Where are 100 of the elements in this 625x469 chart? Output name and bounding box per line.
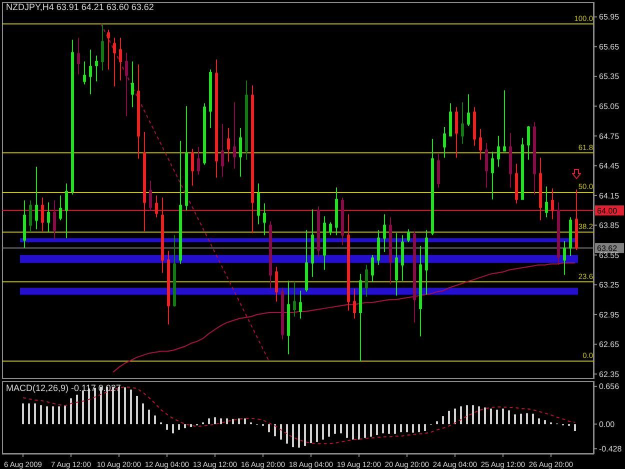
candlestick xyxy=(413,230,416,323)
candlestick xyxy=(83,61,86,85)
candlestick xyxy=(65,183,68,239)
candlestick xyxy=(101,23,104,71)
candlestick xyxy=(191,148,194,186)
candlestick xyxy=(443,126,446,158)
bar xyxy=(484,407,486,424)
bar xyxy=(100,386,102,424)
candlestick xyxy=(335,187,338,236)
candlestick xyxy=(197,146,200,176)
bar xyxy=(268,424,270,432)
bar xyxy=(472,405,474,424)
candlestick xyxy=(35,166,38,230)
candlestick xyxy=(149,180,152,211)
y-tick-label: 65.35 xyxy=(599,72,620,82)
chart-title: MACD(12,26,9) -0.117 0.027 xyxy=(6,383,121,393)
bar xyxy=(466,405,468,424)
y-tick-label: 0.00 xyxy=(599,420,616,429)
bar xyxy=(358,424,360,440)
candlestick xyxy=(359,273,362,362)
candlestick xyxy=(557,202,560,266)
candlestick xyxy=(257,183,260,225)
bar xyxy=(292,424,294,448)
bar xyxy=(172,424,174,434)
bar xyxy=(118,386,120,424)
candlestick xyxy=(155,194,158,218)
candlestick xyxy=(233,102,236,170)
candlestick xyxy=(341,196,344,246)
candlestick xyxy=(539,157,542,221)
candlestick xyxy=(467,94,470,127)
candlestick xyxy=(305,230,308,292)
bar xyxy=(244,418,246,424)
candlestick xyxy=(425,230,428,296)
candlestick xyxy=(29,200,32,233)
bar xyxy=(274,424,276,436)
candlestick xyxy=(89,49,92,95)
bar xyxy=(82,390,84,424)
bar xyxy=(286,424,288,444)
candlestick xyxy=(347,214,350,312)
candlestick xyxy=(503,90,506,152)
candlestick xyxy=(245,80,248,160)
bar xyxy=(322,424,324,440)
candlestick xyxy=(167,250,170,325)
bar xyxy=(424,424,426,432)
ref-line-label: 63.62 xyxy=(597,244,618,254)
bar xyxy=(490,408,492,424)
bar xyxy=(46,406,48,424)
y-tick-label: 65.05 xyxy=(599,102,620,112)
bar xyxy=(364,424,366,438)
candlestick xyxy=(143,131,146,232)
bar xyxy=(136,396,138,424)
y-tick-label: 63.85 xyxy=(599,221,620,230)
bar xyxy=(166,424,168,430)
bar xyxy=(304,424,306,446)
bar xyxy=(40,405,42,424)
bar xyxy=(130,390,132,424)
bar xyxy=(454,408,456,424)
bar xyxy=(220,418,222,424)
bar xyxy=(346,424,348,438)
ref-line-label: 64.00 xyxy=(597,206,618,216)
candlestick xyxy=(329,222,332,236)
bar xyxy=(190,424,192,427)
candlestick xyxy=(113,37,116,87)
bar xyxy=(400,424,402,432)
bar xyxy=(532,414,534,424)
candlestick xyxy=(293,281,296,317)
bar xyxy=(106,386,108,424)
y-tick-label: 63.25 xyxy=(599,280,620,290)
y-tick-label: -0.428 xyxy=(599,444,622,454)
bar xyxy=(88,388,90,424)
candlestick xyxy=(479,128,482,160)
candlestick xyxy=(47,202,50,233)
bar xyxy=(436,421,438,424)
bar xyxy=(460,406,462,424)
bar xyxy=(370,424,372,437)
candlestick xyxy=(407,228,410,243)
bar xyxy=(112,386,114,424)
candlestick xyxy=(209,68,212,128)
bar xyxy=(310,424,312,444)
bar xyxy=(376,424,378,436)
candlestick xyxy=(137,64,140,160)
bar xyxy=(52,406,54,424)
candlestick xyxy=(575,189,578,251)
bar xyxy=(70,398,72,424)
candlestick xyxy=(395,232,398,296)
bar xyxy=(94,388,96,424)
bar xyxy=(574,424,576,432)
candlestick xyxy=(353,288,356,319)
bar xyxy=(352,424,354,440)
candlestick xyxy=(53,200,56,240)
candlestick xyxy=(533,122,536,195)
candlestick xyxy=(449,102,452,136)
bar xyxy=(520,414,522,424)
bar xyxy=(388,424,390,434)
y-tick-label: 63.55 xyxy=(599,250,620,260)
candlestick xyxy=(317,206,320,258)
bar xyxy=(208,418,210,424)
candlestick xyxy=(455,106,458,158)
candlestick xyxy=(185,106,188,211)
bar xyxy=(340,424,342,434)
